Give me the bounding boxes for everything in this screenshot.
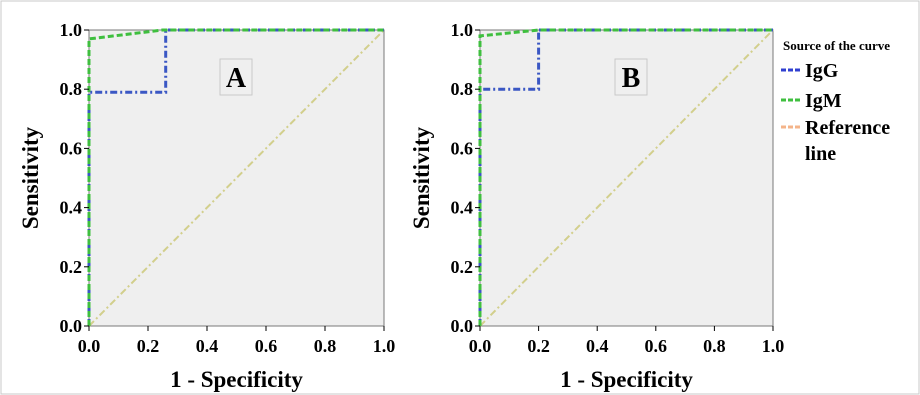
y-tick-label-b: 0.8: [451, 79, 474, 99]
x-axis-title-b: 1 - Specificity: [560, 367, 693, 392]
legend-label-igm: IgM: [805, 90, 842, 112]
x-tick-label-b: 0.6: [645, 336, 668, 356]
y-axis-title-a: Sensitivity: [18, 126, 43, 229]
panel-letter-box-b: [614, 58, 648, 96]
x-tick-label-b: 0.8: [703, 336, 726, 356]
y-tick-label-a: 0.2: [60, 257, 83, 277]
legend-label-reference: Reference: [805, 117, 890, 139]
x-tick-label-b: 0.4: [586, 336, 609, 356]
panel-letter-b: B: [622, 63, 641, 94]
panel-letter-box-a: [219, 58, 253, 96]
legend-title: Source of the curve: [783, 38, 890, 53]
series-line-igg-b: [478, 28, 773, 326]
roc-panel-a: 0.00.20.40.60.81.0 0.0 0.2 0.4 0.6 0.8 1.0 A …: [18, 20, 395, 392]
x-tick-label-b: 1.0: [762, 336, 785, 356]
roc-panel-b: 0.00.20.40.60.81.0 0.0 0.2 0.4 0.6 0.8 1.0 B …: [409, 20, 784, 392]
legend: Source of the curve IgG IgM Reference li…: [781, 38, 890, 165]
x-tick-label-a: 0.8: [314, 336, 337, 356]
panel-letter-a: A: [226, 63, 247, 94]
y-tick-label-b: 0.4: [451, 198, 474, 218]
y-tick-label-a: 0.4: [60, 198, 83, 218]
x-tick-label-b: 0.0: [469, 336, 492, 356]
y-tick-label-b: 0.6: [451, 138, 474, 158]
y-tick-label-a: 0.6: [60, 138, 83, 158]
x-tick-label-a: 0.0: [78, 336, 101, 356]
series-line-reference-line-b: [479, 29, 774, 327]
legend-label-reference-line2: line: [805, 143, 836, 165]
y-tick-label-a: 1.0: [60, 20, 83, 40]
legend-label-igg: IgG: [805, 60, 839, 82]
series-line-reference-line-a: [88, 29, 385, 327]
y-tick-label-b: 0.0: [451, 316, 474, 336]
y-tick-label-a: 0.0: [60, 316, 83, 336]
y-tick-label-a: 0.8: [60, 79, 83, 99]
x-tick-label-b: 0.2: [527, 336, 550, 356]
x-axis-title-a: 1 - Specificity: [170, 367, 303, 392]
x-tick-label-a: 1.0: [373, 336, 396, 356]
series-line-igm-b: [478, 28, 773, 326]
y-tick-label-b: 1.0: [451, 20, 474, 40]
x-tick-label-a: 0.6: [255, 336, 278, 356]
y-tick-label-b: 0.2: [451, 257, 474, 277]
y-axis-title-b: Sensitivity: [409, 126, 434, 229]
series-line-igm-a: [87, 28, 384, 326]
x-tick-label-a: 0.4: [196, 336, 219, 356]
x-tick-label-a: 0.2: [137, 336, 160, 356]
